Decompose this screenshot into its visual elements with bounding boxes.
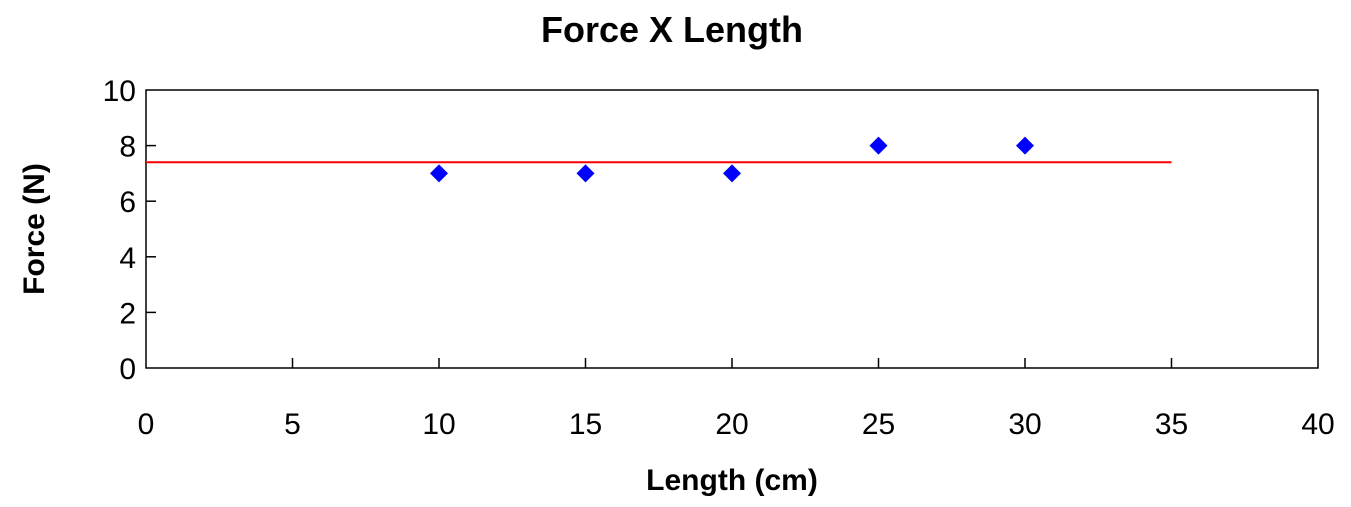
data-point [723,164,741,183]
x-tick-label: 20 [715,408,748,441]
x-tick-label: 10 [422,408,455,441]
data-point [576,164,595,183]
y-tick-label: 4 [119,242,136,275]
y-axis-label: Force (N) [18,163,51,295]
data-point [1016,136,1034,155]
y-tick-label: 8 [119,131,136,164]
x-axis-label: Length (cm) [646,464,818,497]
chart-title: Force X Length [541,9,803,50]
x-tick-label: 0 [138,408,155,441]
y-tick-label: 6 [119,186,136,219]
y-tick-label: 10 [103,75,136,108]
y-tick-label: 2 [119,297,136,330]
x-tick-label: 40 [1301,408,1334,441]
x-tick-label: 5 [284,408,301,441]
x-tick-label: 15 [569,408,602,441]
series-group [146,136,1172,183]
data-point [430,164,448,183]
data-point [869,136,888,155]
y-tick-label: 0 [119,353,136,386]
x-axis-ticks: 0 5 10 15 20 25 30 35 40 [138,358,1335,441]
x-tick-label: 30 [1008,408,1041,441]
y-axis-ticks: 0 2 4 6 8 10 [103,75,156,386]
x-tick-label: 35 [1155,408,1188,441]
plot-area [145,89,1319,369]
x-tick-label: 25 [862,408,895,441]
